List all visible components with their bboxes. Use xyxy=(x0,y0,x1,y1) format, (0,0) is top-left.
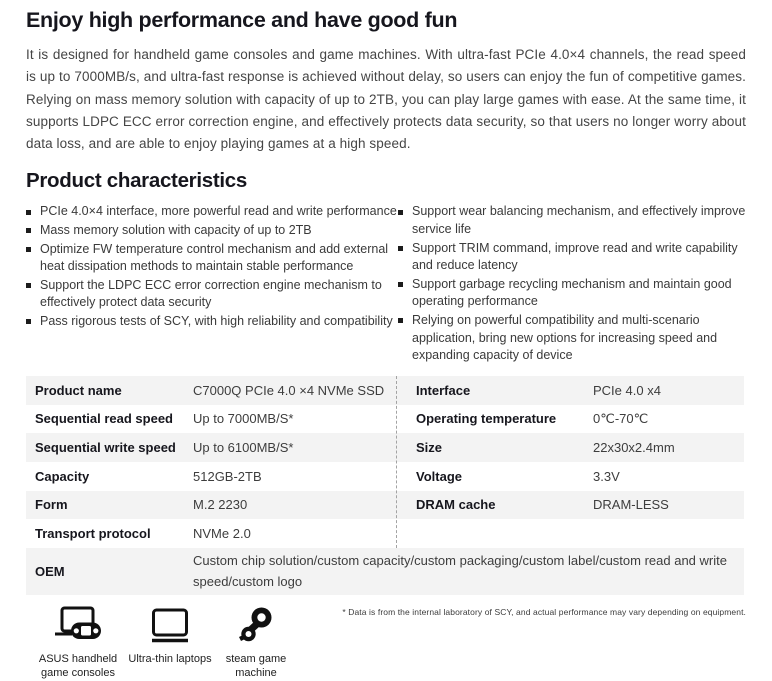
table-row: Transport protocol NVMe 2.0 xyxy=(26,519,744,548)
table-row: Form M.2 2230 DRAM cache DRAM-LESS xyxy=(26,490,744,520)
characteristics-title: Product characteristics xyxy=(26,169,247,193)
list-item: Optimize FW temperature control mechanis… xyxy=(26,241,398,276)
spec-label: Voltage xyxy=(416,468,462,484)
hero-section: Enjoy high performance and have good fun… xyxy=(26,8,746,155)
list-item: Mass memory solution with capacity of up… xyxy=(26,222,398,240)
spec-value: Up to 7000MB/S* xyxy=(193,411,294,427)
spec-value: NVMe 2.0 xyxy=(193,526,251,542)
laptop-icon xyxy=(150,605,190,647)
spec-value: 0℃-70℃ xyxy=(593,410,649,426)
table-row: Product name C7000Q PCIe 4.0 ×4 NVMe SSD… xyxy=(26,375,744,405)
characteristics-section: Product characteristics PCIe 4.0×4 inter… xyxy=(26,169,746,365)
spec-label: Sequential read speed xyxy=(35,411,173,427)
list-item: Support wear balancing mechanism, and ef… xyxy=(398,203,746,238)
applications-section: ASUS handheld game consoles Ultra-thin l… xyxy=(26,605,300,681)
spec-value xyxy=(593,519,744,548)
characteristics-lists: PCIe 4.0×4 interface, more powerful read… xyxy=(26,203,746,365)
characteristics-list-left: PCIe 4.0×4 interface, more powerful read… xyxy=(26,203,398,365)
spec-label: OEM xyxy=(35,563,65,579)
spec-value: M.2 2230 xyxy=(193,497,248,513)
spec-label: DRAM cache xyxy=(416,497,496,513)
application-item: Ultra-thin laptops xyxy=(128,605,212,681)
characteristics-list-right: Support wear balancing mechanism, and ef… xyxy=(398,203,746,365)
list-item: Relying on powerful compatibility and mu… xyxy=(398,312,746,365)
steam-icon xyxy=(238,605,274,647)
list-item: Support TRIM command, improve read and w… xyxy=(398,240,746,275)
spec-value: Up to 6100MB/S* xyxy=(193,440,294,456)
application-item: ASUS handheld game consoles xyxy=(28,605,128,681)
list-item: Support the LDPC ECC error correction en… xyxy=(26,277,398,312)
application-label: steam game machine xyxy=(225,652,287,680)
application-label: Ultra-thin laptops xyxy=(128,652,212,665)
hero-description: It is designed for handheld game console… xyxy=(26,47,746,152)
spec-label: Operating temperature xyxy=(416,411,557,427)
spec-label xyxy=(396,519,593,548)
table-row: Capacity 512GB-2TB Voltage 3.3V xyxy=(26,462,744,491)
table-dashed-divider xyxy=(396,375,397,548)
spec-label: Interface xyxy=(416,382,471,398)
spec-value: 3.3V xyxy=(593,468,620,484)
spec-label: Form xyxy=(35,497,68,513)
list-item: Pass rigorous tests of SCY, with high re… xyxy=(26,313,398,331)
spec-label: Product name xyxy=(35,382,122,398)
page-title: Enjoy high performance and have good fun xyxy=(26,8,458,32)
table-row: Sequential write speed Up to 6100MB/S* S… xyxy=(26,433,744,462)
table-row: Sequential read speed Up to 7000MB/S* Op… xyxy=(26,405,744,434)
application-item: steam game machine xyxy=(212,605,300,681)
spec-value: DRAM-LESS xyxy=(593,497,669,513)
list-item: PCIe 4.0×4 interface, more powerful read… xyxy=(26,203,398,221)
list-item: Support garbage recycling mechanism and … xyxy=(398,276,746,311)
spec-label: Transport protocol xyxy=(35,526,151,542)
handheld-console-icon xyxy=(54,605,102,647)
spec-label: Capacity xyxy=(35,468,90,484)
specs-table: Product name C7000Q PCIe 4.0 ×4 NVMe SSD… xyxy=(26,375,744,595)
below-table-row: ASUS handheld game consoles Ultra-thin l… xyxy=(26,605,746,681)
application-label: ASUS handheld game consoles xyxy=(38,652,118,680)
spec-value: Custom chip solution/custom capacity/cus… xyxy=(193,552,727,590)
table-row-oem: OEM Custom chip solution/custom capacity… xyxy=(26,547,744,595)
spec-value: PCIe 4.0 x4 xyxy=(593,382,661,398)
spec-value: C7000Q PCIe 4.0 ×4 NVMe SSD xyxy=(193,382,385,398)
spec-label: Sequential write speed xyxy=(35,440,176,456)
spec-value: 22x30x2.4mm xyxy=(593,440,675,456)
spec-label: Size xyxy=(416,440,443,456)
spec-value: 512GB-2TB xyxy=(193,468,262,484)
footnote: * Data is from the internal laboratory o… xyxy=(342,606,746,617)
